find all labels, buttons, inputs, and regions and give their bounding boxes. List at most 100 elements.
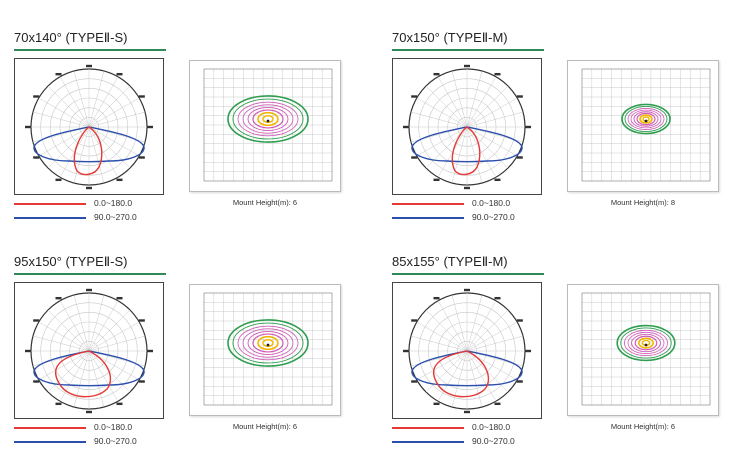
polar-grid-spoke (416, 126, 468, 157)
polar-angle-tick (86, 64, 92, 68)
isolux-contour (616, 324, 676, 362)
polar-angle-tick (55, 402, 62, 406)
legend-blue-label: 90.0~270.0 (472, 212, 515, 222)
polar-angle-tick (516, 95, 523, 98)
polar-curve-0-180 (451, 126, 481, 176)
title-underline (14, 49, 166, 51)
isolux-contour (242, 328, 294, 358)
polar-angle-tick (116, 402, 123, 406)
polar-grid-spoke (466, 350, 483, 408)
polar-grid-spoke (466, 85, 509, 128)
polar-svg (403, 288, 531, 414)
polar-angle-tick (25, 349, 31, 353)
isolux-contour (627, 108, 665, 130)
polar-grid-spoke (451, 126, 468, 184)
isolux-pole-marker (266, 343, 270, 347)
polar-angle-tick (525, 349, 531, 353)
isolux-contour (627, 331, 665, 355)
polar-grid-spoke (466, 97, 518, 128)
polar-grid-spoke (466, 300, 497, 352)
panel-title: 85x155° (TYPEⅡ-M) (392, 254, 508, 269)
polar-grid-spoke (59, 350, 90, 402)
polar-angle-tick (433, 178, 440, 182)
polar-grid-spoke (466, 350, 497, 402)
polar-grid-spoke (451, 350, 468, 408)
polar-grid-spoke (437, 76, 468, 128)
legend-red-label: 0.0~180.0 (94, 422, 133, 432)
isolux-contour (638, 337, 655, 349)
photometric-panel: 70x140° (TYPEⅡ-S) 0.0~180.0 90.0~270.0 M… (14, 30, 354, 230)
polar-angle-tick (33, 95, 40, 98)
title-underline (392, 49, 544, 51)
isolux-contour (247, 107, 289, 132)
isolux-contour (252, 109, 284, 129)
legend-blue-line (14, 217, 86, 219)
photometric-panel: 70x150° (TYPEⅡ-M) 0.0~180.0 90.0~270.0 M… (392, 30, 732, 230)
polar-grid-spoke (88, 85, 131, 128)
polar-grid-spoke (38, 126, 90, 157)
polar-grid-spoke (416, 350, 468, 381)
polar-curve-90-270 (411, 350, 523, 387)
legend-blue-label: 90.0~270.0 (94, 212, 137, 222)
legend-red-line (14, 203, 86, 205)
polar-angle-tick (411, 380, 418, 383)
isolux-contour (242, 104, 294, 134)
polar-angle-tick (138, 380, 145, 383)
polar-grid-spoke (88, 126, 119, 178)
polar-grid-spoke (88, 70, 105, 128)
polar-angle-tick (516, 380, 523, 383)
polar-angle-tick (525, 125, 531, 129)
isolux-contour (634, 335, 658, 351)
isolux-frame (203, 292, 333, 406)
panel-title: 95x150° (TYPEⅡ-S) (14, 254, 128, 269)
isolux-contour (636, 112, 656, 126)
polar-angle-tick (138, 156, 145, 159)
polar-angle-tick (403, 349, 409, 353)
polar-grid-spoke (59, 76, 90, 128)
polar-curve-90-270 (33, 350, 145, 387)
isolux-frame (203, 68, 333, 182)
polar-grid-spoke (32, 335, 90, 352)
polar-angle-tick (494, 402, 501, 406)
isolux-svg (203, 68, 333, 182)
polar-curve-0-180 (54, 350, 112, 398)
photometric-panel: 85x155° (TYPEⅡ-M) 0.0~180.0 90.0~270.0 M… (392, 254, 732, 454)
panel-title: 70x140° (TYPEⅡ-S) (14, 30, 128, 45)
polar-angle-tick (138, 95, 145, 98)
title-underline (14, 273, 166, 275)
polar-grid-spoke (88, 97, 140, 128)
legend-red-label: 0.0~180.0 (472, 198, 511, 208)
polar-angle-tick (433, 296, 440, 300)
polar-grid-spoke (38, 350, 90, 381)
legend-blue-label: 90.0~270.0 (94, 436, 137, 446)
isolux-contour (252, 333, 284, 353)
polar-grid-spoke (466, 335, 524, 352)
isolux-contour (621, 103, 671, 135)
polar-angle-tick (494, 296, 501, 300)
polar-grid-spoke (88, 321, 140, 352)
polar-grid-spoke (466, 70, 483, 128)
polar-diagram (14, 282, 164, 419)
legend-red-label: 0.0~180.0 (94, 198, 133, 208)
polar-grid-spoke (88, 309, 131, 352)
polar-grid-spoke (38, 97, 90, 128)
polar-grid-spoke (466, 76, 497, 128)
polar-diagram (14, 58, 164, 195)
polar-angle-tick (25, 125, 31, 129)
isolux-contour (630, 109, 662, 129)
polar-angle-tick (147, 125, 153, 129)
polar-curve-90-270 (411, 126, 523, 163)
isolux-diagram (189, 60, 341, 192)
polar-grid-spoke (88, 126, 140, 157)
polar-angle-tick (464, 410, 470, 414)
isolux-contour (232, 322, 304, 364)
polar-grid-spoke (73, 350, 90, 408)
mount-height-label: Mount Height(m): 8 (610, 198, 676, 207)
polar-angle-tick (433, 402, 440, 406)
polar-grid-spoke (88, 300, 119, 352)
polar-angle-tick (464, 64, 470, 68)
isolux-contour (624, 106, 668, 132)
polar-diagram (392, 282, 542, 419)
isolux-svg (581, 68, 711, 182)
polar-angle-tick (86, 186, 92, 190)
